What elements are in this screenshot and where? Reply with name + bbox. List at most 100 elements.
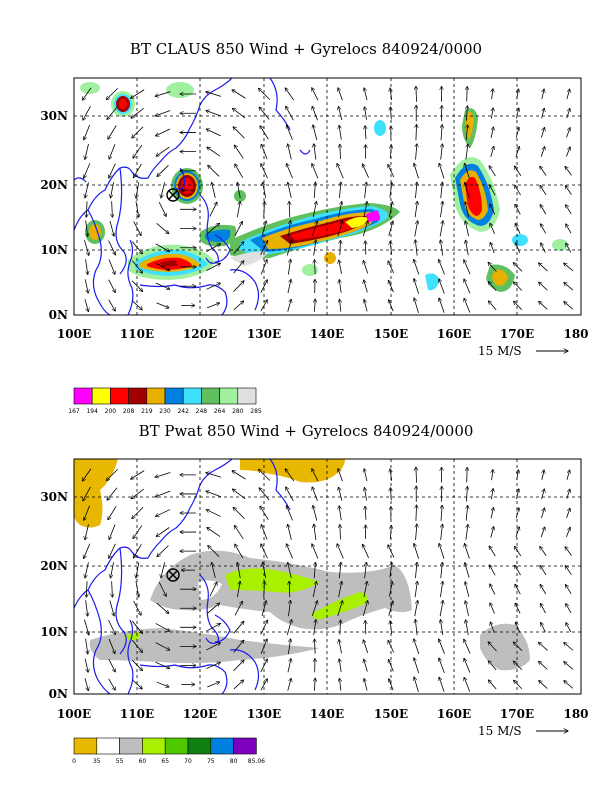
wind-vector: [340, 144, 341, 160]
wind-vector: [85, 259, 88, 274]
scale-label: 15 M/S: [478, 344, 522, 358]
y-tick: 0N: [49, 687, 68, 701]
wind-vector: [314, 182, 315, 199]
wind-vector: [84, 505, 91, 521]
wind-vector: [286, 240, 291, 256]
panel2-pwat-shading: [74, 459, 530, 671]
wind-vector: [311, 221, 317, 237]
wind-vector: [155, 282, 170, 289]
x-tick: 130E: [247, 707, 281, 721]
wind-vector: [155, 472, 171, 478]
wind-vector: [340, 525, 341, 540]
wind-vector: [260, 679, 268, 691]
x-tick: 140E: [310, 327, 344, 341]
wind-vector: [84, 619, 88, 635]
wind-vector: [465, 563, 470, 578]
wind-vector: [133, 543, 142, 558]
wind-vector: [212, 562, 216, 579]
wind-vector: [566, 604, 572, 614]
colorbar-label: 248: [196, 408, 208, 415]
wind-vector: [206, 623, 220, 632]
wind-vector: [84, 658, 88, 673]
colorbar-label: 285: [250, 408, 262, 415]
wind-vector: [441, 486, 442, 502]
wind-vector: [234, 601, 242, 616]
y-tick: 30N: [40, 490, 68, 504]
panel2-map: 100E 110E 120E 130E 140E 150E 160E 170E …: [40, 458, 589, 765]
wind-vector: [312, 544, 319, 559]
wind-vector: [388, 280, 394, 293]
wind-vector: [490, 223, 495, 234]
colorbar-label: 60: [139, 758, 147, 765]
wind-vector: [261, 221, 266, 237]
wind-vector: [340, 620, 341, 635]
wind-vector: [364, 107, 366, 120]
wind-vector: [338, 581, 342, 598]
wind-vector: [206, 473, 222, 478]
wind-vector: [233, 660, 245, 672]
wind-vector: [314, 144, 317, 160]
wind-vector: [286, 544, 293, 559]
wind-vector: [414, 259, 420, 275]
wind-vector: [312, 581, 316, 598]
wind-vector: [84, 239, 88, 255]
wind-vector: [364, 469, 368, 482]
panel2-scale: 15 M/S: [478, 724, 568, 738]
wind-vector: [286, 487, 294, 502]
colorbar-swatch: [233, 737, 257, 755]
wind-vector: [363, 640, 369, 653]
wind-vector: [566, 489, 570, 499]
wind-vector: [158, 201, 166, 216]
wind-vector: [515, 527, 519, 538]
wind-vector: [364, 88, 368, 101]
wind-vector: [339, 280, 341, 293]
wind-vector: [108, 619, 116, 634]
wind-vector: [439, 677, 445, 692]
cloud-blob-scs: [128, 224, 237, 280]
wind-vector: [515, 603, 521, 614]
wind-vector: [414, 221, 418, 237]
wind-vector: [161, 182, 165, 198]
wind-vector: [564, 681, 574, 689]
wind-vector: [155, 623, 170, 631]
wind-vector: [564, 642, 574, 651]
y-tick: 20N: [40, 178, 68, 192]
colorbar-label: 280: [232, 408, 244, 415]
wind-vector: [490, 242, 495, 254]
wind-vector: [414, 298, 419, 314]
wind-vector: [338, 469, 343, 482]
wind-vector: [157, 545, 169, 557]
wind-vector: [540, 603, 546, 614]
wind-vector: [515, 204, 521, 215]
wind-vector: [232, 90, 246, 99]
colorbar-swatch: [142, 737, 166, 755]
wind-vector: [86, 201, 87, 217]
wind-vector: [232, 489, 246, 500]
x-tick: 120E: [183, 327, 217, 341]
wind-vector: [439, 260, 445, 275]
wind-vector: [441, 524, 443, 540]
wind-vector: [390, 525, 391, 539]
wind-vector: [565, 566, 572, 575]
wind-vector: [288, 182, 292, 198]
wind-vector: [263, 182, 267, 199]
wind-vector: [441, 182, 443, 199]
wind-vector: [540, 224, 546, 234]
panel1-x-ticks: 100E 110E 120E 130E 140E 150E 160E 170E …: [57, 327, 589, 341]
wind-vector: [466, 144, 468, 160]
colorbar-swatch: [73, 387, 93, 405]
wind-vector: [233, 640, 244, 653]
wind-vector: [389, 300, 394, 312]
colorbar-label: 70: [184, 758, 192, 765]
wind-vector: [109, 144, 116, 159]
wind-vector: [206, 283, 220, 290]
wind-vector: [515, 223, 521, 234]
wind-vector: [466, 524, 468, 540]
colorbar-swatch: [119, 737, 143, 755]
wind-vector: [490, 584, 496, 595]
wind-vector: [465, 582, 470, 597]
wind-vector: [156, 223, 169, 233]
wind-vector: [312, 106, 318, 121]
wind-vector: [365, 126, 366, 140]
